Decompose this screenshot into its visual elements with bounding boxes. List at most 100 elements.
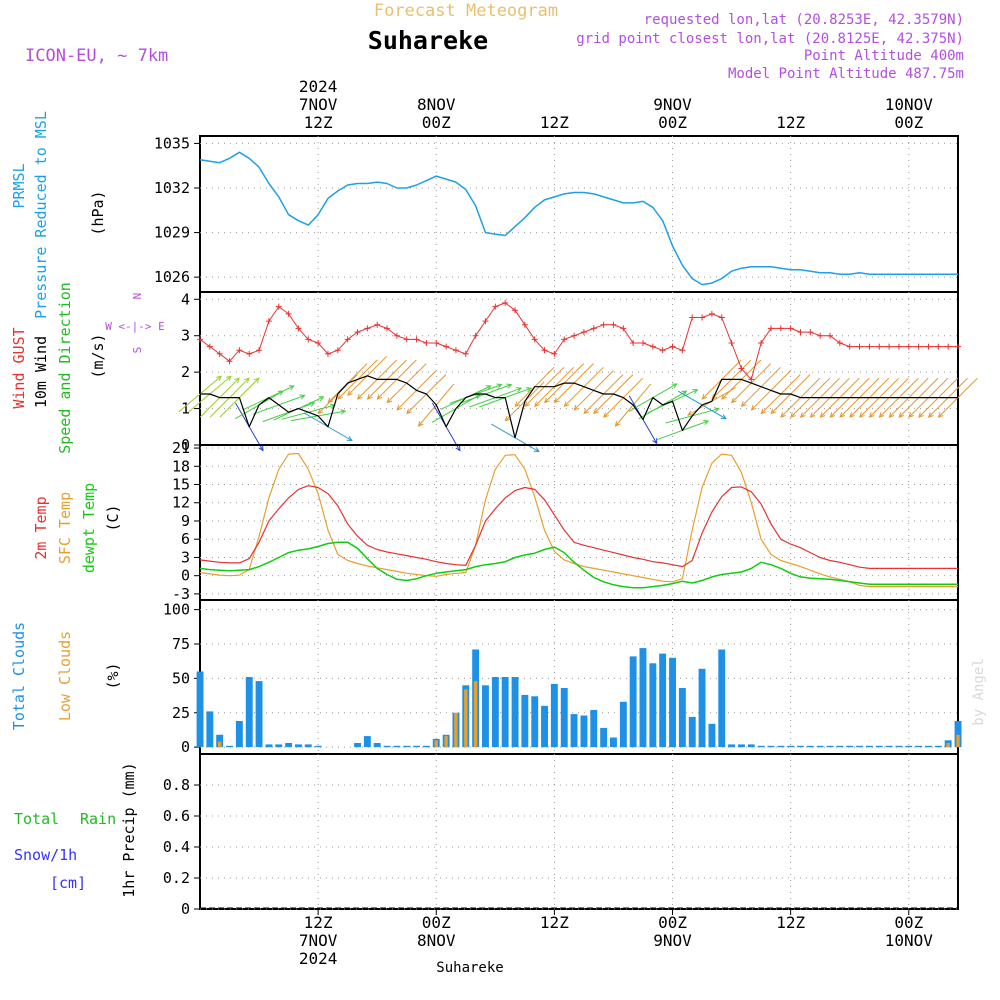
wind-gust-point <box>758 340 765 346</box>
clouds-panel: 0 25 50 75 100 <box>163 599 962 756</box>
wind-arrow-head <box>908 412 914 418</box>
wind-gust-point <box>462 350 469 357</box>
temp-sfc-label: SFC Temp <box>56 492 74 564</box>
low-cloud-bar <box>444 736 448 748</box>
y-tick-label: 0 <box>181 567 190 585</box>
wind-arrow-head <box>731 397 737 404</box>
y-tick-label: 2 <box>181 363 190 381</box>
wind-arrow-head <box>898 412 905 418</box>
total-cloud-bar <box>738 744 745 748</box>
temp-labels: 2m Temp SFC Temp dewpt Temp (C) <box>32 483 122 573</box>
wind-arrow-head <box>376 393 383 400</box>
temp-unit: (C) <box>104 504 122 531</box>
total-cloud-bar <box>836 745 844 748</box>
total-cloud-bar <box>905 745 913 748</box>
wind-gust-point <box>226 358 233 365</box>
y-tick-label: 1035 <box>154 134 190 152</box>
y-tick-label: 0 <box>181 436 190 454</box>
total-cloud-bar <box>797 745 804 748</box>
total-cloud-bar <box>206 711 214 748</box>
wind-gust-point <box>551 350 558 357</box>
wind-gust-point <box>521 321 528 328</box>
wind-arrow-head <box>839 412 846 418</box>
y-tick-label: 0.4 <box>163 838 190 856</box>
prmsl-label: PRMSL <box>10 163 28 208</box>
total-cloud-bar <box>304 744 312 748</box>
wind-gust-point <box>285 310 292 317</box>
wind-gust-point <box>649 343 656 350</box>
total-cloud-bar <box>403 745 411 748</box>
wind-gust-point <box>728 340 735 346</box>
wind-gust-point <box>659 347 666 354</box>
wind-gust-point <box>512 307 519 314</box>
wind-arrow-head <box>516 387 523 393</box>
wind-arrow-head <box>721 393 727 400</box>
precip-labels: Total Rain Snow/1h [cm] 1hr Precip (mm) <box>14 762 138 897</box>
low-cloud-bar <box>464 689 468 748</box>
pressure-unit: (hPa) <box>89 190 107 235</box>
total-cloud-bar <box>226 745 233 748</box>
wind-arrow-head <box>750 404 757 411</box>
wind-gust-point <box>492 303 499 310</box>
wind-gust-point <box>846 343 853 350</box>
total-cloud-bar <box>501 677 509 748</box>
y-tick-label: 1032 <box>154 179 190 197</box>
total-cloud-bar <box>521 694 529 748</box>
wind-gust-point <box>915 343 922 350</box>
wind-labels: Wind GUST 10m Wind Speed and Direction (… <box>10 282 165 454</box>
y-tick-label: 1029 <box>154 224 190 242</box>
wind-10m-label: 10m Wind <box>32 336 50 408</box>
top-time-label: 7NOV <box>299 95 338 114</box>
wind-gust-point <box>630 340 637 346</box>
y-tick-label: -3 <box>172 585 190 603</box>
total-cloud-bar <box>285 743 293 748</box>
top-time-label: 00Z <box>894 113 923 132</box>
wind-arrow-head <box>671 383 678 389</box>
rain-label: Rain <box>80 810 116 828</box>
y-tick-label: 4 <box>181 290 190 308</box>
y-tick-label: 1 <box>181 400 190 418</box>
total-cloud-bar <box>718 649 726 748</box>
wind-gust-point <box>423 340 430 346</box>
total-cloud-bar <box>816 745 824 748</box>
total-cloud-bar <box>423 745 430 748</box>
total-cloud-bar <box>216 734 224 748</box>
y-tick-label: 0.2 <box>163 869 190 887</box>
wind-arrow-head <box>299 394 306 400</box>
total-cloud-bar <box>639 648 647 748</box>
wind-arrow-head <box>533 447 540 453</box>
wind-gust-point <box>374 321 381 328</box>
wind-gust-point <box>265 318 272 325</box>
y-tick-label: 0.6 <box>163 807 190 825</box>
compass-rose: N W <-|-> E S <box>105 293 165 354</box>
wind-arrow-head <box>878 412 885 418</box>
wind-gust-point <box>364 325 371 332</box>
wind-arrow-head <box>888 412 895 418</box>
wind-arrow-head <box>318 396 325 402</box>
wind-gust-point <box>639 340 646 346</box>
wind-gust-point <box>669 343 676 350</box>
wind-gust-point <box>354 329 361 336</box>
bottom-time-label: 00Z <box>422 913 451 932</box>
wind-arrow-head <box>327 397 334 404</box>
wind-arrow-head <box>244 377 250 384</box>
bottom-time-label: 9NOV <box>653 931 692 950</box>
top-time-label: 12Z <box>540 113 569 132</box>
total-cloud-bar <box>659 653 667 748</box>
bottom-time-label: 7NOV <box>299 931 338 950</box>
wind-arrow-head <box>711 393 718 400</box>
wind-arrow-head <box>681 390 688 396</box>
y-tick-label: 3 <box>181 548 190 566</box>
wind-gust-line <box>199 302 958 380</box>
cloud-labels: Total Clouds Low Clouds (%) <box>10 622 122 730</box>
wind-arrow-head <box>809 412 816 418</box>
wind-gust-point <box>718 314 725 321</box>
wind-gust-point <box>610 321 617 328</box>
total-cloud-bar <box>196 671 204 748</box>
total-cloud-bar <box>826 745 834 748</box>
total-cloud-bar <box>354 743 361 748</box>
y-tick-label: 25 <box>172 704 190 722</box>
wind-gust-point <box>600 321 607 328</box>
wind-arrow-head <box>760 408 767 415</box>
point-altitude: Point Altitude 400m <box>804 48 964 64</box>
